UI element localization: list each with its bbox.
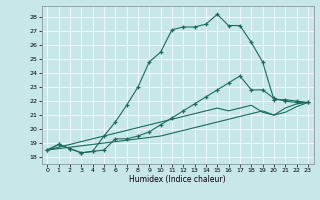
X-axis label: Humidex (Indice chaleur): Humidex (Indice chaleur) bbox=[129, 175, 226, 184]
